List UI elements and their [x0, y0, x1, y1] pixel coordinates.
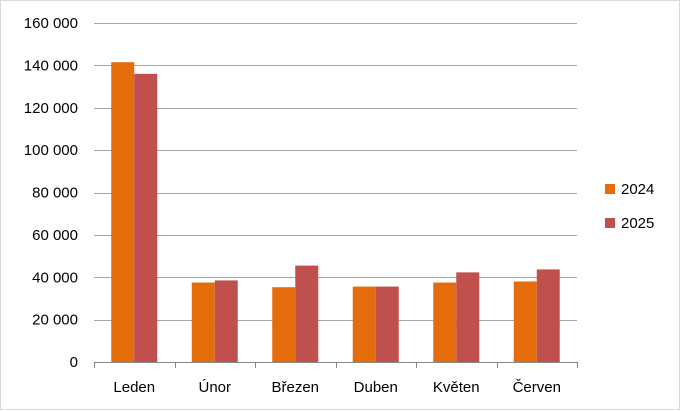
bar-2025-Červen [536, 269, 560, 362]
x-tick-label: Květen [433, 379, 480, 396]
y-tick-label: 80 000 [32, 185, 78, 202]
x-tick-label: Leden [113, 379, 155, 396]
x-axis-tick-labels: Leden Únor Březen Duben Květen Červen [113, 379, 561, 396]
bar-2025-Březen [295, 265, 319, 362]
bar-2024-Březen [272, 287, 296, 362]
legend-swatch-2024 [605, 184, 615, 194]
bar-2024-Květen [433, 282, 457, 362]
bar-2025-Leden [134, 73, 158, 362]
y-tick-label: 20 000 [32, 312, 78, 329]
y-axis-tick-labels: 0 20 000 40 000 60 000 80 000 100 000 120 000 1… [24, 15, 78, 371]
y-tick-label: 60 000 [32, 227, 78, 244]
bar-2025-Květen [456, 272, 480, 362]
y-tick-label: 160 000 [24, 15, 78, 32]
y-tick-label: 40 000 [32, 269, 78, 286]
gridlines [94, 23, 578, 368]
bar-2024-Červen [513, 281, 537, 362]
legend: 2024 2025 [605, 181, 654, 232]
x-tick-label: Duben [354, 379, 398, 396]
bars [111, 62, 560, 363]
legend-label: 2024 [621, 181, 654, 198]
bar-2024-Únor [191, 282, 215, 362]
y-tick-label: 0 [70, 354, 78, 371]
x-tick-label: Červen [513, 379, 561, 396]
bar-2025-Duben [375, 286, 399, 362]
bar-2024-Leden [111, 62, 135, 363]
bar-2024-Duben [352, 286, 376, 362]
bar-2025-Únor [214, 280, 238, 362]
y-tick-label: 140 000 [24, 57, 78, 74]
x-tick-label: Březen [271, 379, 319, 396]
y-tick-label: 120 000 [24, 100, 78, 117]
legend-swatch-2025 [605, 218, 615, 228]
legend-label: 2025 [621, 215, 654, 232]
x-tick-label: Únor [198, 379, 231, 396]
y-tick-label: 100 000 [24, 142, 78, 159]
